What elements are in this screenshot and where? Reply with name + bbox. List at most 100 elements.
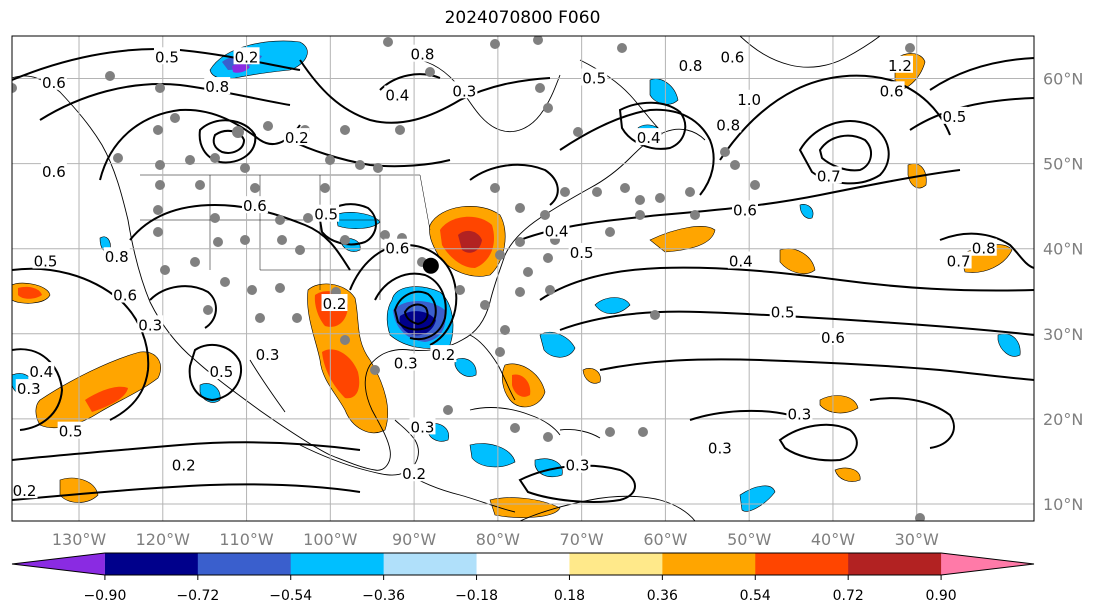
station-dot — [340, 125, 350, 135]
contour-label-backdrop — [719, 47, 746, 65]
contour-label-backdrop — [677, 55, 704, 73]
contour-line — [12, 483, 361, 501]
station-dot — [750, 180, 760, 190]
contour-label: 0.5 — [582, 70, 606, 88]
station-dot — [655, 193, 665, 203]
station-dot — [730, 160, 740, 170]
north-america-coastline — [12, 75, 706, 471]
contour-label: 1.0 — [737, 91, 761, 109]
contour-label: 0.8 — [679, 57, 703, 75]
positive-anomaly-patch — [322, 349, 360, 399]
contour-line — [778, 423, 858, 462]
negative-anomaly-patch — [469, 443, 516, 468]
negative-anomaly-patch — [232, 63, 250, 73]
contour-label: 0.3 — [256, 346, 280, 364]
colorbar-extend-high — [941, 553, 1034, 575]
station-dot — [395, 125, 405, 135]
latitude-tick-label: 30°N — [1043, 325, 1083, 344]
station-dot — [620, 183, 630, 193]
contour-label: 1.2 — [888, 57, 912, 75]
map-panel: 0.50.60.20.80.80.4 0.30.50.8 0.61.00.81.20… — [12, 36, 1034, 521]
station-dot — [355, 160, 365, 170]
contour-label-backdrop — [409, 44, 436, 62]
latitude-tick-label: 50°N — [1043, 155, 1083, 174]
colorbar-segment — [383, 553, 478, 575]
contour-line — [212, 129, 246, 154]
colorbar-tick-label: 0.72 — [833, 588, 864, 604]
station-dot — [425, 67, 435, 77]
station-dot — [605, 227, 615, 237]
contour-label-backdrop — [451, 81, 478, 99]
contour-label-backdrop — [384, 238, 411, 256]
negative-anomaly-patch — [799, 204, 814, 219]
station-dot — [635, 210, 645, 220]
contour-label-backdrop — [635, 128, 662, 146]
station-dot — [247, 285, 257, 295]
station-dot — [340, 335, 350, 345]
latitude-tick-label: 10°N — [1043, 495, 1083, 514]
station-dot — [190, 257, 200, 267]
contour-label: 0.2 — [13, 482, 37, 500]
contour-label: 0.3 — [411, 418, 435, 436]
contour-line — [869, 397, 955, 449]
negative-anomaly-patch — [454, 358, 477, 377]
contour-label-backdrop — [40, 72, 67, 90]
station-dot — [210, 153, 220, 163]
station-dot — [495, 250, 505, 260]
cuba-coastline — [469, 407, 561, 436]
station-dot — [153, 205, 163, 215]
station-dot — [515, 287, 525, 297]
contour-label-backdrop — [819, 328, 846, 346]
contour-label-backdrop — [878, 81, 905, 99]
contour-label: 0.6 — [243, 197, 267, 215]
station-dot — [263, 121, 273, 131]
longitude-tick-label: 70°W — [560, 530, 604, 549]
station-dot — [303, 213, 313, 223]
contour-line — [929, 57, 1034, 91]
longitude-tick-label: 40°W — [811, 530, 855, 549]
contour-label: 0.2 — [172, 457, 196, 475]
contour-label-backdrop — [581, 68, 608, 86]
positive-anomaly-patch — [18, 286, 42, 299]
colorbar-segment — [569, 553, 663, 575]
station-dot — [515, 237, 525, 247]
contour-label-backdrop — [254, 345, 281, 363]
contour-label-backdrop — [12, 481, 38, 499]
contour-label: 0.4 — [637, 129, 661, 147]
positive-anomaly-patch — [649, 226, 716, 253]
negative-anomaly-patch — [997, 333, 1021, 357]
contour-label-backdrop — [103, 247, 130, 265]
station-dot — [543, 253, 553, 263]
positive-anomaly-patch — [512, 374, 531, 397]
colorbar-segment — [755, 553, 849, 575]
station-dot — [455, 285, 465, 295]
contour-label: 0.2 — [235, 48, 259, 66]
station-dot — [213, 237, 223, 247]
lat-lon-grid — [12, 36, 1034, 521]
contour-label-backdrop — [715, 115, 742, 133]
contour-line — [149, 285, 217, 329]
station-dot — [292, 313, 302, 323]
station-dot — [232, 126, 244, 138]
station-dot — [370, 365, 380, 375]
contour-label-backdrop — [283, 128, 310, 146]
contour-label: 0.8 — [105, 248, 129, 266]
station-dot — [490, 39, 500, 49]
colorbar-tick-label: 0.90 — [926, 588, 957, 604]
negative-anomaly-patch — [649, 78, 679, 105]
station-dot — [533, 36, 543, 45]
station-dot — [203, 305, 213, 315]
south-america-coastline — [519, 495, 696, 521]
latitude-tick-label: 20°N — [1043, 410, 1083, 429]
positive-anomaly-patch — [834, 467, 861, 482]
contour-label: 0.8 — [716, 116, 740, 134]
contour-line — [559, 310, 1034, 336]
station-dot — [480, 300, 490, 310]
station-dot — [617, 43, 627, 53]
contour-label-backdrop — [233, 47, 260, 65]
station-dot — [690, 210, 700, 220]
contour-label-backdrop — [769, 302, 796, 320]
contour-label-backdrop — [941, 106, 968, 124]
station-dot — [573, 127, 583, 137]
station-dot — [560, 187, 570, 197]
